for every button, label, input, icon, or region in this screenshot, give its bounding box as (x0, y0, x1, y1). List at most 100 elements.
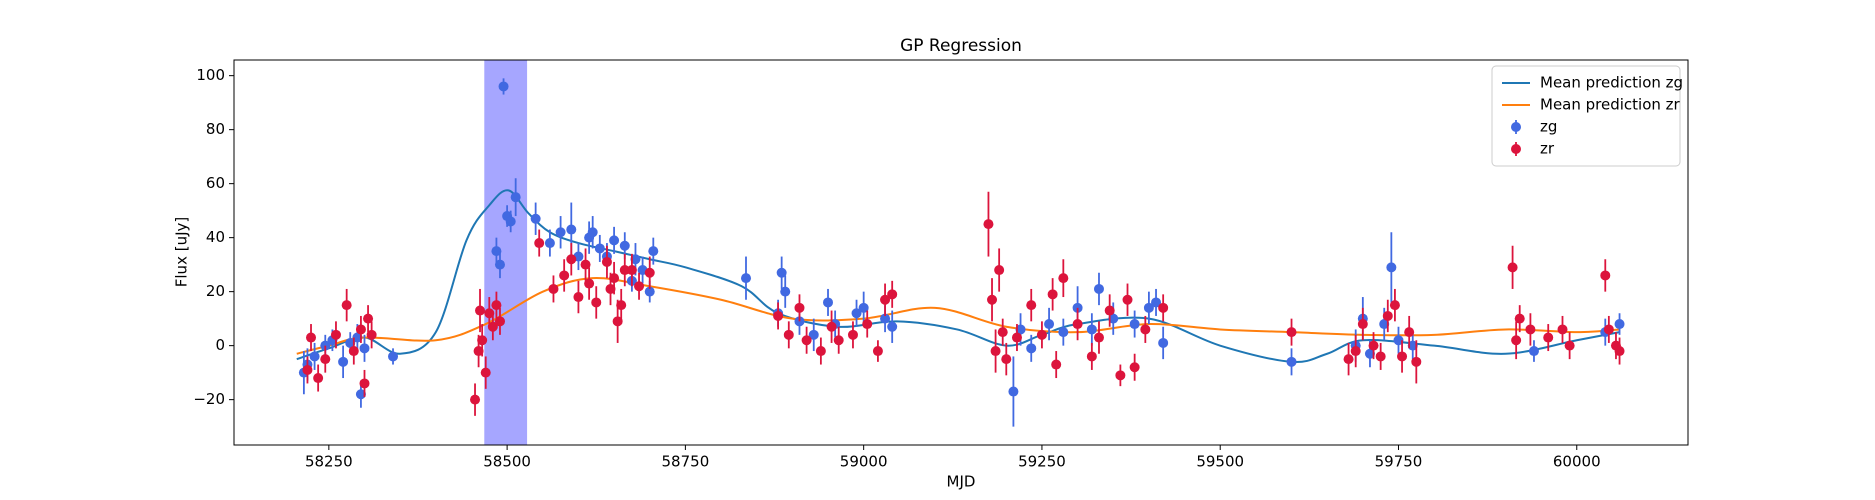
data-point (494, 316, 505, 327)
data-point (1051, 359, 1062, 370)
data-point (566, 224, 577, 235)
data-point (480, 367, 491, 378)
data-point (1514, 313, 1525, 324)
data-point (780, 286, 791, 297)
data-point (348, 346, 359, 357)
data-point (1357, 319, 1368, 330)
data-point (1072, 319, 1083, 330)
data-point (990, 346, 1001, 357)
data-point (887, 289, 898, 300)
data-point (833, 335, 844, 346)
data-point (612, 316, 623, 327)
data-point (591, 297, 602, 308)
data-point (776, 267, 787, 278)
data-point (477, 335, 488, 346)
data-point (987, 294, 998, 305)
data-point (619, 240, 630, 251)
legend-marker (1511, 122, 1521, 132)
data-point (1115, 370, 1126, 381)
data-point (1389, 300, 1400, 311)
data-point (1375, 351, 1386, 362)
data-point (573, 292, 584, 303)
shaded-region (484, 60, 528, 445)
y-tick-label: 20 (206, 282, 225, 300)
plot-frame (233, 59, 1689, 446)
data-point (862, 319, 873, 330)
data-point (1158, 337, 1169, 348)
data-point (559, 270, 570, 281)
data-point (997, 327, 1008, 338)
data-point (1407, 340, 1418, 351)
data-point (626, 265, 637, 276)
data-point (359, 343, 370, 354)
data-point (1140, 324, 1151, 335)
data-point (1086, 351, 1097, 362)
data-point (1036, 329, 1047, 340)
data-point (302, 364, 313, 375)
data-point (505, 216, 516, 227)
data-point (555, 227, 566, 238)
data-point (1008, 386, 1019, 397)
data-point (872, 346, 883, 357)
data-point (530, 213, 541, 224)
data-point (1129, 319, 1140, 330)
data-point (801, 335, 812, 346)
data-point (648, 246, 659, 257)
x-tick-label: 59500 (1196, 453, 1244, 471)
data-point (1603, 324, 1614, 335)
data-point (815, 346, 826, 357)
data-point (1368, 340, 1379, 351)
data-point (594, 243, 605, 254)
data-point (1122, 294, 1133, 305)
data-point (487, 321, 498, 332)
data-point (1600, 270, 1611, 281)
data-point (783, 329, 794, 340)
data-point (1143, 302, 1154, 313)
x-tick-label: 58250 (305, 453, 353, 471)
data-point (1379, 319, 1390, 330)
data-point (388, 351, 399, 362)
data-point (498, 81, 509, 92)
data-point (1614, 346, 1625, 357)
data-point (983, 219, 994, 230)
data-point (1026, 343, 1037, 354)
data-point (1382, 310, 1393, 321)
x-tick-label: 58750 (662, 453, 710, 471)
data-point (1507, 262, 1518, 273)
data-point (1158, 302, 1169, 313)
data-point (1286, 356, 1297, 367)
data-point (473, 346, 484, 357)
data-point (644, 267, 655, 278)
data-point (494, 259, 505, 270)
data-point (880, 294, 891, 305)
data-point (341, 300, 352, 311)
data-point (1386, 262, 1397, 273)
data-point (1129, 362, 1140, 373)
data-point (1286, 327, 1297, 338)
data-point (534, 238, 545, 249)
data-point (634, 281, 645, 292)
y-axis-label: Flux [uJy] (173, 217, 191, 287)
data-point (338, 356, 349, 367)
data-point (1093, 283, 1104, 294)
data-point (1108, 313, 1119, 324)
data-point (306, 332, 317, 343)
legend: Mean prediction zg Mean prediction zr zg zr (1491, 65, 1683, 167)
data-point (580, 259, 591, 270)
data-point (510, 192, 521, 203)
data-point (584, 278, 595, 289)
data-point (544, 238, 555, 249)
data-point (741, 273, 752, 284)
x-tick-label: 60000 (1553, 453, 1601, 471)
data-point (1543, 332, 1554, 343)
data-point (773, 310, 784, 321)
data-point (363, 313, 374, 324)
data-point (1404, 327, 1415, 338)
data-point (1001, 354, 1012, 365)
data-point (320, 354, 331, 365)
data-point (616, 300, 627, 311)
data-point (1104, 305, 1115, 316)
data-point (1047, 289, 1058, 300)
data-point (1411, 356, 1422, 367)
data-point (1093, 332, 1104, 343)
